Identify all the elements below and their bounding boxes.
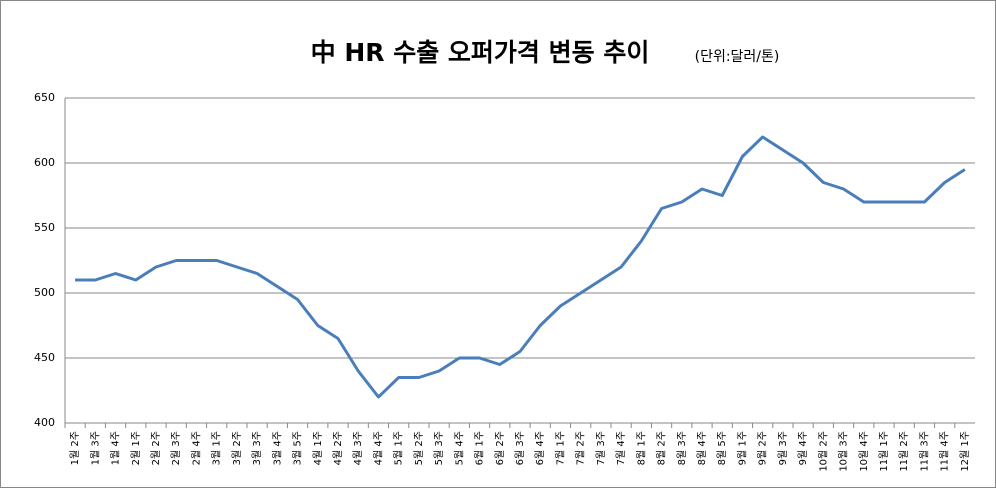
x-tick-label: 9월 2주 (757, 431, 769, 465)
line (75, 135, 966, 399)
x-tick-label: 3월 1주 (211, 431, 223, 465)
x-tick-label: 11월 1주 (878, 431, 890, 472)
x-tick-label: 3월 3주 (251, 431, 263, 465)
x-tick-label: 1월 2주 (69, 431, 81, 465)
x-tick-label: 5월 3주 (433, 431, 445, 465)
x-tick-label: 7월 3주 (595, 431, 607, 465)
x-tick-label: 8월 4주 (696, 431, 708, 465)
x-tick-label: 11월 2주 (898, 431, 910, 472)
x-tick-label: 5월 4주 (453, 431, 465, 465)
x-tick-label: 8월 2주 (656, 431, 668, 465)
x-tick-label: 9월 1주 (736, 431, 748, 465)
x-tick-label: 2월 3주 (170, 431, 182, 465)
x-tick-label: 11월 3주 (918, 431, 930, 472)
x-tick-label: 1월 4주 (110, 431, 122, 465)
x-tick-label: 12월 1주 (959, 431, 971, 472)
x-tick-label: 5월 1주 (393, 431, 405, 465)
x-tick-label: 8월 1주 (635, 431, 647, 465)
chart-subtitle: (단위:달러/톤) (695, 49, 780, 65)
x-tick-label: 2월 2주 (150, 431, 162, 465)
x-tick-label: 7월 2주 (575, 431, 587, 465)
x-tick-label: 3월 5주 (292, 431, 304, 465)
y-tick-label: 400 (34, 416, 55, 429)
x-tick-label: 8월 5주 (716, 431, 728, 465)
x-tick-label: 3월 2주 (231, 431, 243, 465)
x-tick-label: 7월 4주 (615, 431, 627, 465)
y-tick-label: 500 (34, 286, 55, 299)
x-tick-label: 3월 4주 (271, 431, 283, 465)
x-tick-label: 6월 3주 (514, 431, 526, 465)
x-tick-label: 9월 3주 (777, 431, 789, 465)
chart-title: 中 HR 수출 오퍼가격 변동 추이 (311, 38, 650, 67)
x-tick-label: 7월 1주 (554, 431, 566, 465)
x-tick-label: 4월 4주 (372, 431, 384, 465)
y-tick-label: 450 (34, 351, 55, 364)
x-tick-label: 6월 2주 (494, 431, 506, 465)
x-tick-label: 10월 4주 (858, 431, 870, 472)
x-tick-label: 10월 3주 (838, 431, 850, 472)
x-tick-label: 4월 2주 (332, 431, 344, 465)
x-tick-label: 9월 4주 (797, 431, 809, 465)
y-tick-label: 550 (34, 221, 55, 234)
y-tick-label: 600 (34, 156, 55, 169)
x-tick-label: 6월 4주 (534, 431, 546, 465)
x-tick-label: 4월 1주 (312, 431, 324, 465)
x-tick-label: 10월 2주 (817, 431, 829, 472)
x-tick-label: 2월 4주 (190, 431, 202, 465)
y-tick-label: 650 (34, 91, 55, 104)
x-tick-label: 2월 1주 (130, 431, 142, 465)
x-tick-label: 6월 1주 (474, 431, 486, 465)
x-tick-label: 11월 4주 (939, 431, 951, 472)
x-tick-label: 8월 3주 (676, 431, 688, 465)
x-tick-label: 5월 2주 (413, 431, 425, 465)
x-tick-label: 4월 3주 (352, 431, 364, 465)
x-tick-label: 1월 3주 (89, 431, 101, 465)
